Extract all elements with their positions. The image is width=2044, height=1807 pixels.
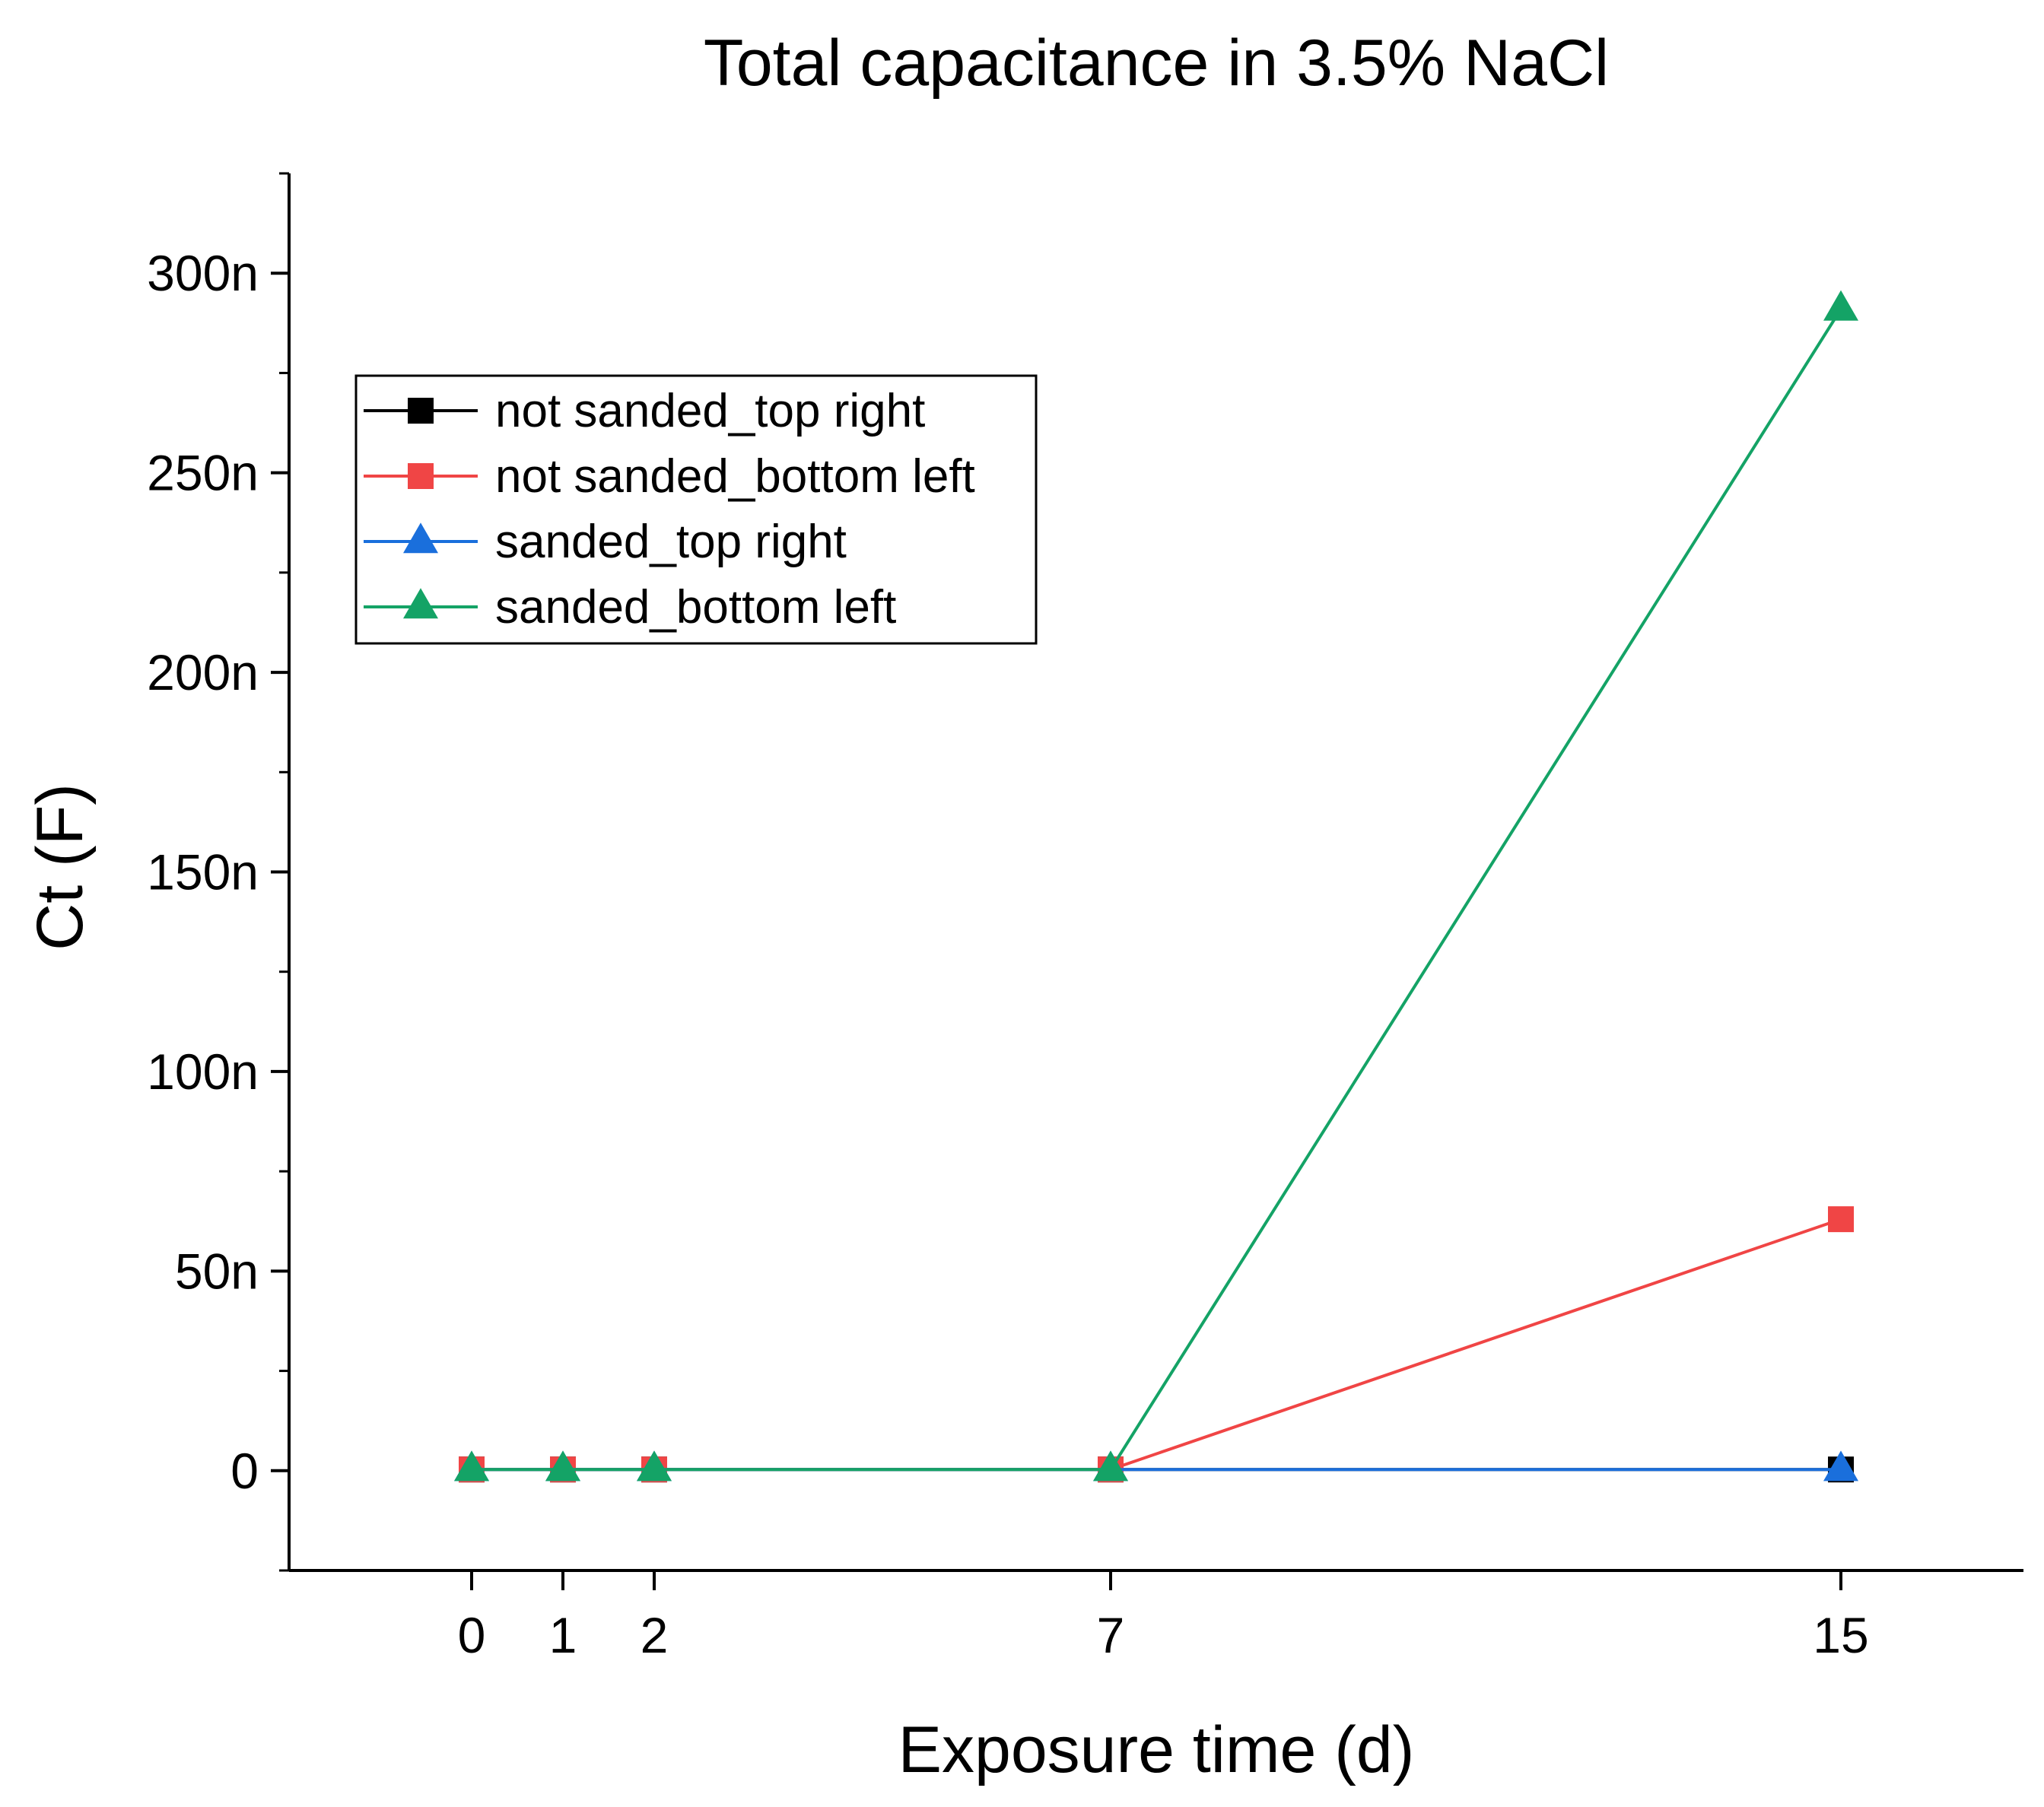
legend-marker bbox=[408, 398, 434, 424]
legend-label: sanded_top right bbox=[495, 516, 847, 568]
legend-label: not sanded_top right bbox=[495, 385, 925, 437]
y-axis: 0 50n 100n 150n 200n 250n 300n bbox=[147, 172, 291, 1572]
data-point bbox=[545, 1450, 580, 1481]
legend-entry: sanded_top right bbox=[364, 516, 847, 568]
y-tick-label: 300n bbox=[147, 245, 259, 301]
legend-marker bbox=[403, 522, 438, 554]
y-tick-label: 50n bbox=[175, 1243, 259, 1299]
y-tick-label: 0 bbox=[230, 1443, 259, 1499]
legend-entry: not sanded_top right bbox=[364, 385, 925, 437]
y-tick-label: 150n bbox=[147, 844, 259, 900]
y-tick-label: 200n bbox=[147, 644, 259, 700]
legend-label: not sanded_bottom left bbox=[495, 450, 975, 503]
x-tick-label: 7 bbox=[1097, 1607, 1125, 1663]
series-4 bbox=[454, 290, 1858, 1481]
data-point bbox=[1823, 290, 1858, 321]
data-point bbox=[454, 1450, 489, 1481]
legend-marker bbox=[408, 463, 434, 489]
x-axis-title: Exposure time (d) bbox=[898, 1713, 1415, 1786]
data-point bbox=[1093, 1450, 1128, 1481]
legend-entry: sanded_bottom left bbox=[364, 581, 896, 634]
chart-title: Total capacitance in 3.5% NaCl bbox=[704, 27, 1609, 100]
y-axis-title: Ct (F) bbox=[24, 783, 97, 951]
legend-label: sanded_bottom left bbox=[495, 581, 896, 634]
series-2 bbox=[459, 1206, 1854, 1483]
x-tick-label: 1 bbox=[549, 1607, 577, 1663]
data-point bbox=[1823, 1450, 1858, 1481]
series-line bbox=[472, 1218, 1842, 1472]
legend-entry: not sanded_bottom left bbox=[364, 450, 975, 503]
y-tick-label: 100n bbox=[147, 1043, 259, 1100]
x-tick-label: 15 bbox=[1813, 1607, 1868, 1663]
legend-marker bbox=[403, 588, 438, 619]
legend-box bbox=[354, 374, 1038, 645]
x-tick-label: 0 bbox=[458, 1607, 486, 1663]
series-layer bbox=[454, 290, 1858, 1483]
data-point bbox=[1828, 1206, 1854, 1233]
x-tick-label: 2 bbox=[641, 1607, 669, 1663]
data-point bbox=[637, 1450, 672, 1481]
legend: not sanded_top right not sanded_bottom le… bbox=[354, 374, 1038, 645]
x-axis: 0 1 2 7 15 bbox=[289, 1569, 2023, 1663]
y-tick-label: 250n bbox=[147, 445, 259, 501]
